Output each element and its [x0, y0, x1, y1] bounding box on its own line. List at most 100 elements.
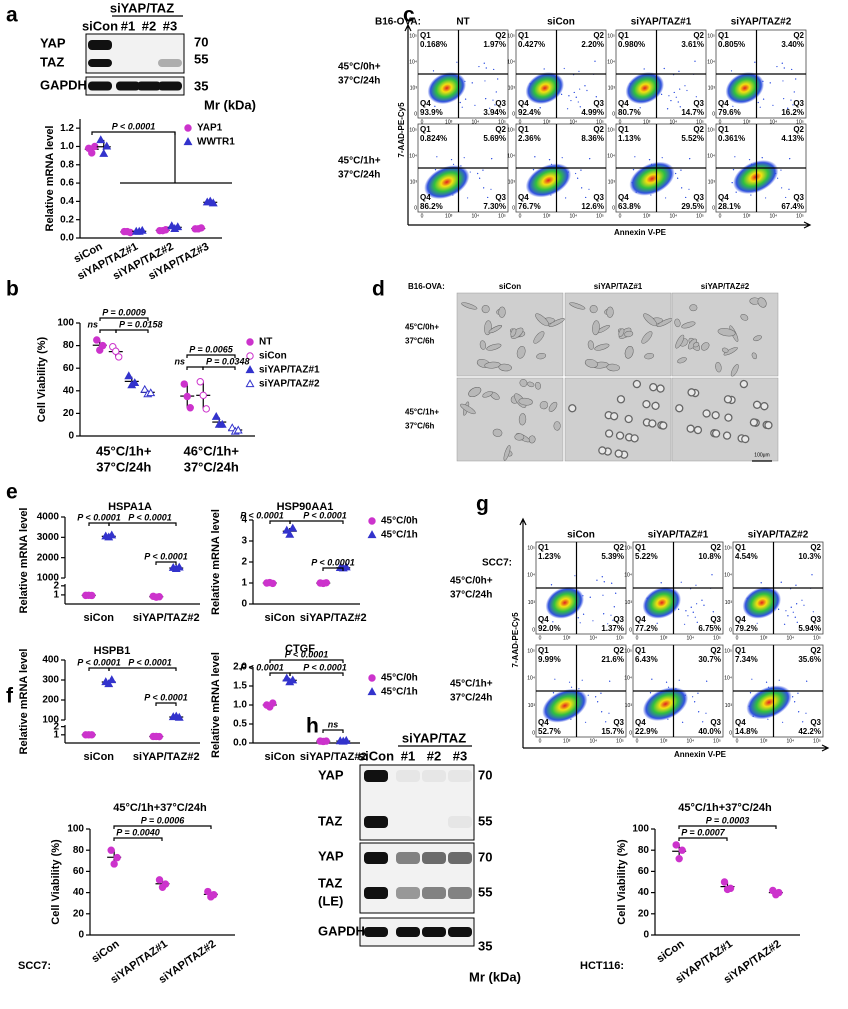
data-point	[88, 149, 96, 157]
quadrant-label: Q3	[810, 718, 821, 727]
y-tick-label: 0	[712, 111, 715, 117]
event-dot	[790, 606, 792, 608]
quadrant-label: Q1	[618, 31, 629, 40]
panel-label: f	[6, 685, 14, 708]
lane-label: siCon	[358, 748, 394, 763]
event-dot	[732, 169, 735, 171]
cell	[717, 328, 736, 337]
event-dot	[711, 574, 713, 576]
y-tick-label: 10⁵	[607, 33, 615, 39]
event-dot	[570, 99, 572, 102]
quadrant-value: 92.4%	[518, 108, 541, 117]
data-point	[322, 737, 330, 745]
lane-label: #1	[401, 748, 415, 763]
y-tick-label: 0.4	[60, 196, 74, 207]
bracket	[186, 366, 204, 370]
panel-label: a	[6, 4, 18, 27]
x-tick-label: 0	[719, 213, 722, 219]
event-dot	[794, 701, 796, 703]
event-dot	[780, 581, 782, 583]
event-dot	[585, 196, 587, 199]
y-axis-title: Relative mRNA level	[18, 649, 30, 755]
cell	[624, 330, 634, 338]
quadrant-label: Q4	[538, 615, 549, 624]
quadrant-value: 86.2%	[420, 202, 443, 211]
cell	[614, 449, 623, 458]
blot-band	[396, 770, 420, 782]
density-cluster	[525, 72, 565, 105]
x-tick-label: 37°C/24h	[96, 459, 151, 474]
data-point	[88, 731, 96, 739]
quadrant-label: Q4	[735, 718, 746, 727]
x-tick-label: siYAP/TAZ#2	[133, 612, 200, 624]
event-dot	[675, 172, 677, 175]
event-dot	[484, 80, 486, 82]
y-tick-label: 0	[512, 111, 515, 117]
event-dot	[595, 96, 597, 98]
row-label: HCT116:	[580, 960, 624, 972]
event-dot	[788, 188, 790, 190]
cell	[587, 340, 595, 350]
y-tick-label: 2.0	[233, 662, 247, 673]
data-point	[245, 379, 255, 388]
group-label: siYAP/TAZ	[110, 0, 174, 15]
event-dot	[497, 78, 499, 80]
cell	[592, 320, 600, 336]
cell	[606, 363, 620, 372]
event-dot	[490, 188, 492, 190]
event-dot	[603, 581, 605, 583]
y-tick-label: 60	[73, 866, 85, 877]
blot-band	[158, 59, 182, 67]
event-dot	[695, 96, 697, 98]
row-label: 37°C/24h	[338, 76, 380, 87]
y-tick-label: 20	[638, 908, 650, 919]
y-tick-label: 10⁵	[724, 648, 732, 654]
quadrant-value: 28.1%	[718, 202, 741, 211]
annotation: P = 0.0006	[141, 815, 185, 825]
event-dot	[483, 62, 485, 64]
quadrant-label: Q1	[635, 646, 646, 655]
quadrant-label: Q2	[793, 125, 804, 134]
y-tick-label: 10⁵	[624, 648, 632, 654]
quadrant-value: 52.7%	[538, 727, 561, 736]
x-tick-label: 10⁴	[589, 635, 597, 641]
x-tick-label: 10⁵	[696, 213, 704, 219]
x-tick-label: 10⁴	[769, 213, 777, 219]
bracket	[678, 837, 728, 841]
event-dot	[702, 721, 704, 723]
y-tick-label: 2	[241, 557, 247, 568]
bracket	[88, 522, 110, 526]
y-tick-label: 10³	[528, 703, 536, 709]
x-tick-label: siCon	[90, 938, 122, 966]
row-label: 45°C/1h+	[338, 156, 381, 167]
cell	[643, 313, 657, 327]
lane-label: #2	[142, 18, 156, 33]
x-tick-label: 10³	[563, 635, 571, 641]
cell	[569, 302, 586, 310]
bracket	[113, 837, 163, 841]
size-marker: 55	[478, 884, 492, 899]
x-tick-label: 0	[539, 738, 542, 744]
event-dot	[607, 623, 609, 625]
bracket	[269, 659, 344, 663]
data-point	[174, 712, 184, 721]
data-point	[285, 529, 295, 538]
x-axis-title: Annexin V-PE	[614, 228, 667, 237]
cell	[632, 379, 642, 389]
cell	[649, 383, 658, 392]
x-tick-label: 10³	[760, 738, 768, 744]
y-tick-label: 40	[73, 887, 85, 898]
data-point	[115, 353, 123, 361]
event-dot	[573, 91, 575, 94]
y-tick-label: 10⁵	[607, 127, 615, 133]
density-cluster	[629, 161, 675, 196]
bracket	[289, 672, 344, 676]
event-dot	[543, 68, 545, 70]
column-label: siCon	[499, 282, 521, 291]
event-dot	[712, 611, 714, 613]
event-dot	[651, 678, 653, 680]
event-dot	[797, 692, 799, 694]
quadrant-label: Q1	[718, 125, 729, 134]
cell	[711, 411, 720, 420]
event-dot	[663, 67, 665, 70]
